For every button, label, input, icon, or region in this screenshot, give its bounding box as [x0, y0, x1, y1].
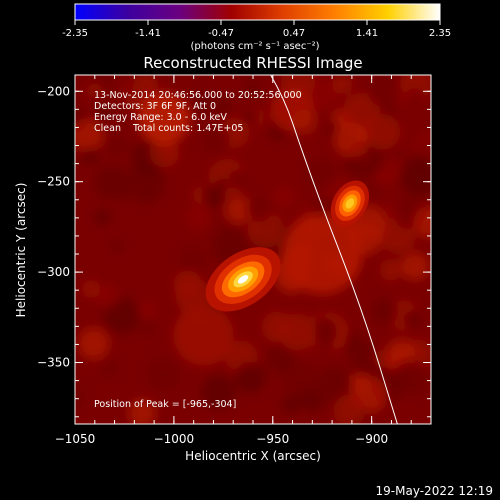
background-blob — [201, 126, 230, 155]
colorbar-bar — [74, 3, 441, 21]
emission-source — [205, 247, 281, 312]
background-blob — [244, 110, 258, 125]
background-blob — [191, 91, 214, 114]
background-blob — [100, 358, 121, 379]
background-blob — [75, 386, 86, 407]
background-blob — [367, 75, 402, 108]
background-blob — [75, 118, 104, 152]
colorbar: -2.35 -1.41 -0.47 0.47 1.41 2.35 (photons cm⁻… — [62, 3, 451, 52]
background-blob — [146, 356, 182, 392]
background-blob — [137, 317, 158, 338]
background-blob — [413, 131, 431, 162]
background-blob — [175, 278, 212, 315]
background-blob — [400, 251, 430, 281]
background-blob — [364, 114, 401, 150]
background-blob — [95, 284, 120, 308]
background-blob — [246, 195, 273, 222]
colorbar-tick-label: 1.41 — [356, 28, 378, 39]
background-blob — [117, 80, 143, 107]
background-blob — [234, 361, 266, 394]
background-blob — [225, 196, 253, 224]
colorbar-ticks: -2.35 -1.41 -0.47 0.47 1.41 2.35 — [62, 20, 451, 39]
background-blob — [390, 359, 430, 398]
y-axis-label: Heliocentric Y (arcsec) — [14, 183, 28, 318]
background-blob — [334, 122, 369, 158]
background-blob — [228, 169, 249, 189]
footer-date: 19-May-2022 12:19 — [376, 484, 493, 498]
background-blob — [403, 310, 421, 328]
background-blob — [81, 147, 99, 165]
emission-source — [330, 180, 370, 227]
colorbar-tick-label: -1.41 — [135, 28, 161, 39]
background-blob — [281, 360, 319, 399]
background-blob — [332, 75, 353, 95]
y-tick-label: −250 — [37, 175, 70, 189]
annotation-method: Clean Total counts: 1.47E+05 — [94, 123, 243, 134]
background-blob — [201, 374, 236, 410]
colorbar-units: (photons cm⁻² s⁻¹ asec⁻²) — [190, 41, 319, 52]
background-blob — [379, 259, 402, 281]
background-blob — [315, 334, 336, 355]
background-blob — [128, 399, 156, 424]
background-blob — [413, 207, 431, 238]
background-blob — [77, 327, 110, 360]
annotation-energy: Energy Range: 3.0 - 6.0 keV — [94, 112, 227, 123]
background-glow — [173, 305, 234, 366]
colorbar-tick-label: -2.35 — [62, 28, 88, 39]
background-blob — [149, 138, 180, 168]
background-blob — [305, 158, 338, 191]
background-blob — [281, 396, 300, 414]
annotation-peak: Position of Peak = [-965,-304] — [94, 399, 236, 410]
background-glow — [270, 87, 315, 132]
background-blob — [307, 78, 340, 110]
background-blob — [278, 313, 316, 351]
colorbar-tick-label: 2.35 — [429, 28, 451, 39]
y-tick-label: −300 — [37, 265, 70, 279]
background-blob — [399, 156, 431, 197]
background-blob — [87, 83, 102, 98]
background-blob — [212, 97, 232, 117]
y-axis: −200 −250 −300 −350 — [37, 84, 431, 418]
background-blob — [178, 245, 208, 276]
background-blob — [244, 78, 260, 94]
background-blob — [93, 164, 130, 201]
background-blob — [273, 186, 295, 208]
background-blob — [371, 298, 398, 325]
background-blob — [265, 343, 296, 374]
background-blob — [323, 121, 339, 137]
x-axis: −1050 −1000 −950 −900 — [55, 75, 432, 446]
background-glow — [138, 92, 190, 145]
background-blob — [209, 213, 224, 228]
source-contour — [237, 275, 249, 284]
x-axis-label: Heliocentric X (arcsec) — [185, 449, 321, 463]
background-blob — [111, 239, 124, 252]
colorbar-tick-label: 0.47 — [283, 28, 305, 39]
y-tick-label: −350 — [37, 356, 70, 370]
background-blob — [106, 133, 131, 158]
background-blob — [407, 87, 422, 102]
background-blob — [137, 301, 157, 320]
solar-limb — [270, 75, 398, 424]
background-blob — [94, 208, 111, 226]
x-tick-label: −1000 — [154, 432, 195, 446]
background-blob — [82, 279, 101, 299]
colorbar-tick-label: -0.47 — [208, 28, 234, 39]
annotation-detectors: Detectors: 3F 6F 9F, Att 0 — [94, 101, 216, 112]
emission-sources — [205, 180, 370, 312]
x-tick-label: −1050 — [55, 432, 96, 446]
y-tick-label: −200 — [37, 84, 70, 98]
plot-area — [75, 75, 431, 424]
background-blob — [333, 394, 366, 424]
chart-title: Reconstructed RHESSI Image — [143, 54, 362, 72]
background-mottle — [75, 75, 431, 424]
background-blob — [202, 184, 226, 208]
background-glow — [282, 214, 363, 295]
x-tick-label: −950 — [256, 432, 289, 446]
background-blob — [185, 204, 212, 231]
source-contour — [345, 198, 355, 209]
x-tick-label: −900 — [355, 432, 388, 446]
annotation-time: 13-Nov-2014 20:46:56.000 to 20:52:56.000 — [94, 90, 302, 101]
background-blob — [96, 105, 111, 120]
